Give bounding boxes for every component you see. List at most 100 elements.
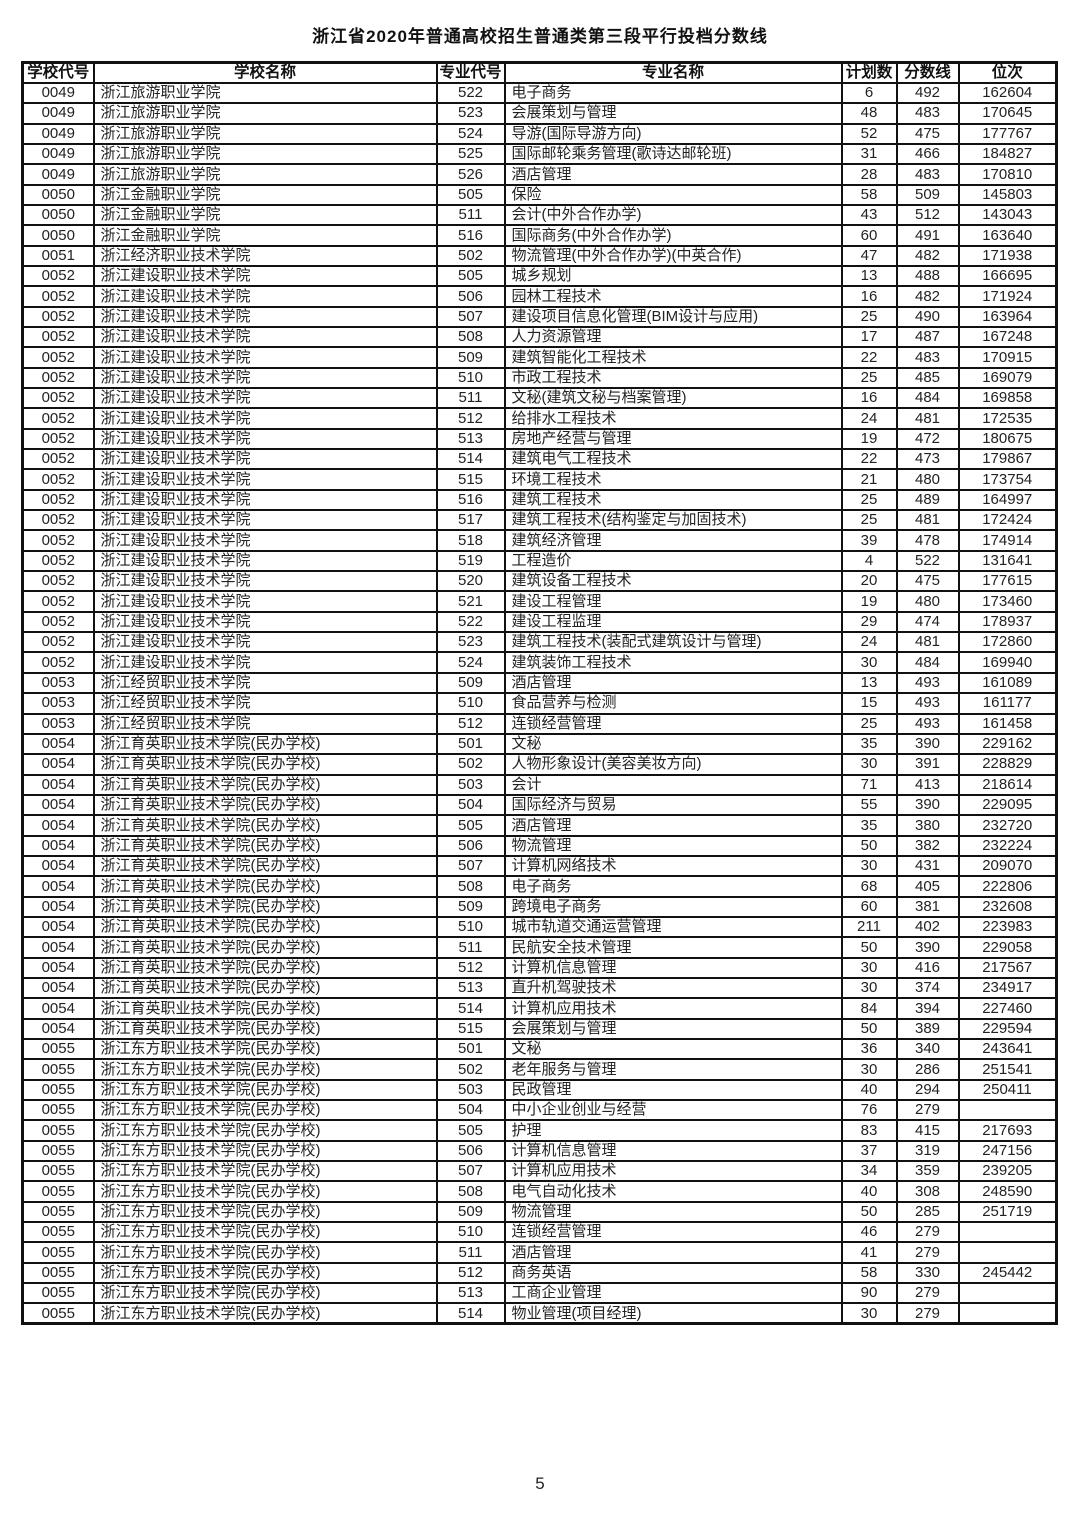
table-row: 0055 浙江东方职业技术学院(民办学校) 501 文秘 36 340 243641 <box>21 1037 1058 1061</box>
cell-rank: 171924 <box>957 285 1058 308</box>
column-header-score-line: 分数线 <box>895 61 960 84</box>
table-row: 0052 浙江建设职业技术学院 521 建设工程管理 19 480 173460 <box>21 590 1058 613</box>
cell-major-name: 城市轨道交通运营管理 <box>503 915 843 939</box>
cell-score-line: 481 <box>895 407 960 430</box>
cell-major-code: 512 <box>435 407 506 430</box>
cell-major-code: 515 <box>435 1017 506 1041</box>
cell-rank: 162604 <box>957 81 1058 105</box>
cell-school-code: 0055 <box>21 1221 95 1244</box>
cell-school-name: 浙江东方职业技术学院(民办学校) <box>92 1078 438 1102</box>
cell-plan-count: 50 <box>840 936 898 959</box>
cell-school-name: 浙江经贸职业技术学院 <box>92 712 438 735</box>
cell-score-line: 484 <box>895 651 960 674</box>
table-row: 0054 浙江育英职业技术学院(民办学校) 503 会计 71 413 218614 <box>21 773 1058 796</box>
cell-school-name: 浙江东方职业技术学院(民办学校) <box>92 1037 438 1061</box>
cell-major-code: 506 <box>435 1139 506 1163</box>
cell-school-name: 浙江建设职业技术学院 <box>92 529 438 552</box>
cell-major-name: 酒店管理 <box>503 814 843 837</box>
cell-school-code: 0054 <box>21 793 95 817</box>
cell-major-name: 国际商务(中外合作办学) <box>503 224 843 247</box>
cell-school-code: 0055 <box>21 1302 95 1325</box>
cell-rank: 229058 <box>957 936 1058 959</box>
cell-school-name: 浙江建设职业技术学院 <box>92 427 438 451</box>
table-row: 0049 浙江旅游职业学院 523 会展策划与管理 48 483 170645 <box>21 102 1058 125</box>
table-row: 0050 浙江金融职业学院 505 保险 58 509 145803 <box>21 183 1058 206</box>
cell-school-code: 0050 <box>21 183 95 206</box>
cell-plan-count: 25 <box>840 366 898 390</box>
cell-rank: 245442 <box>957 1261 1058 1285</box>
cell-school-code: 0055 <box>21 1078 95 1102</box>
cell-major-name: 城乡规划 <box>503 264 843 288</box>
cell-major-name: 建筑工程技术(装配式建筑设计与管理) <box>503 631 843 654</box>
cell-score-line: 308 <box>895 1180 960 1203</box>
column-header-rank: 位次 <box>957 61 1058 84</box>
cell-plan-count: 50 <box>840 1017 898 1041</box>
cell-rank: 170810 <box>957 163 1058 186</box>
cell-school-code: 0055 <box>21 1099 95 1122</box>
cell-school-name: 浙江旅游职业学院 <box>92 142 438 166</box>
cell-plan-count: 13 <box>840 671 898 695</box>
cell-major-code: 503 <box>435 1078 506 1102</box>
cell-school-name: 浙江东方职业技术学院(民办学校) <box>92 1221 438 1244</box>
cell-major-name: 保险 <box>503 183 843 206</box>
cell-major-code: 506 <box>435 834 506 857</box>
cell-rank: 232608 <box>957 895 1058 918</box>
table-row: 0052 浙江建设职业技术学院 507 建设项目信息化管理(BIM设计与应用) 25 49… <box>21 305 1058 328</box>
cell-rank: 251719 <box>957 1200 1058 1224</box>
cell-school-code: 0054 <box>21 753 95 776</box>
cell-school-code: 0054 <box>21 936 95 959</box>
cell-plan-count: 30 <box>840 956 898 979</box>
cell-major-name: 导游(国际导游方向) <box>503 122 843 145</box>
table-row: 0054 浙江育英职业技术学院(民办学校) 515 会展策划与管理 50 389 22959… <box>21 1017 1058 1041</box>
cell-school-code: 0054 <box>21 1017 95 1041</box>
cell-major-name: 建筑经济管理 <box>503 529 843 552</box>
table-row: 0052 浙江建设职业技术学院 518 建筑经济管理 39 478 174914 <box>21 529 1058 552</box>
cell-major-code: 516 <box>435 488 506 512</box>
table-row: 0052 浙江建设职业技术学院 524 建筑装饰工程技术 30 484 169940 <box>21 651 1058 674</box>
cell-major-code: 505 <box>435 264 506 288</box>
cell-rank: 184827 <box>957 142 1058 166</box>
cell-major-name: 物流管理 <box>503 1200 843 1224</box>
cell-major-code: 525 <box>435 142 506 166</box>
cell-school-name: 浙江建设职业技术学院 <box>92 549 438 573</box>
table-row: 0054 浙江育英职业技术学院(民办学校) 505 酒店管理 35 380 232720 <box>21 814 1058 837</box>
cell-school-name: 浙江东方职业技术学院(民办学校) <box>92 1241 438 1264</box>
cell-major-code: 501 <box>435 1037 506 1061</box>
cell-rank: 251541 <box>957 1058 1058 1081</box>
cell-major-code: 509 <box>435 1200 506 1224</box>
cell-major-name: 园林工程技术 <box>503 285 843 308</box>
cell-school-name: 浙江育英职业技术学院(民办学校) <box>92 976 438 1000</box>
cell-rank: 250411 <box>957 1078 1058 1102</box>
cell-major-code: 505 <box>435 814 506 837</box>
cell-school-code: 0054 <box>21 895 95 918</box>
cell-score-line: 474 <box>895 610 960 634</box>
cell-school-name: 浙江建设职业技术学院 <box>92 509 438 532</box>
cell-school-name: 浙江旅游职业学院 <box>92 122 438 145</box>
cell-major-code: 501 <box>435 732 506 756</box>
cell-major-name: 建筑工程技术 <box>503 488 843 512</box>
cell-plan-count: 40 <box>840 1180 898 1203</box>
cell-major-name: 护理 <box>503 1119 843 1142</box>
cell-school-code: 0049 <box>21 81 95 105</box>
cell-major-name: 市政工程技术 <box>503 366 843 390</box>
cell-school-name: 浙江经贸职业技术学院 <box>92 671 438 695</box>
cell-school-code: 0054 <box>21 732 95 756</box>
cell-major-name: 中小企业创业与经营 <box>503 1099 843 1122</box>
cell-major-name: 酒店管理 <box>503 163 843 186</box>
cell-score-line: 279 <box>895 1099 960 1122</box>
cell-school-code: 0053 <box>21 671 95 695</box>
cell-school-name: 浙江东方职业技术学院(民办学校) <box>92 1119 438 1142</box>
cell-score-line: 492 <box>895 81 960 105</box>
cell-major-name: 会计(中外合作办学) <box>503 203 843 227</box>
cell-score-line: 389 <box>895 1017 960 1041</box>
cell-school-name: 浙江建设职业技术学院 <box>92 386 438 410</box>
cell-school-code: 0055 <box>21 1139 95 1163</box>
cell-score-line: 482 <box>895 285 960 308</box>
cell-score-line: 490 <box>895 305 960 328</box>
cell-major-name: 物流管理 <box>503 834 843 857</box>
cell-major-name: 物业管理(项目经理) <box>503 1302 843 1325</box>
cell-score-line: 484 <box>895 386 960 410</box>
cell-rank: 222806 <box>957 875 1058 898</box>
cell-school-name: 浙江东方职业技术学院(民办学校) <box>92 1200 438 1224</box>
cell-school-name: 浙江东方职业技术学院(民办学校) <box>92 1302 438 1325</box>
